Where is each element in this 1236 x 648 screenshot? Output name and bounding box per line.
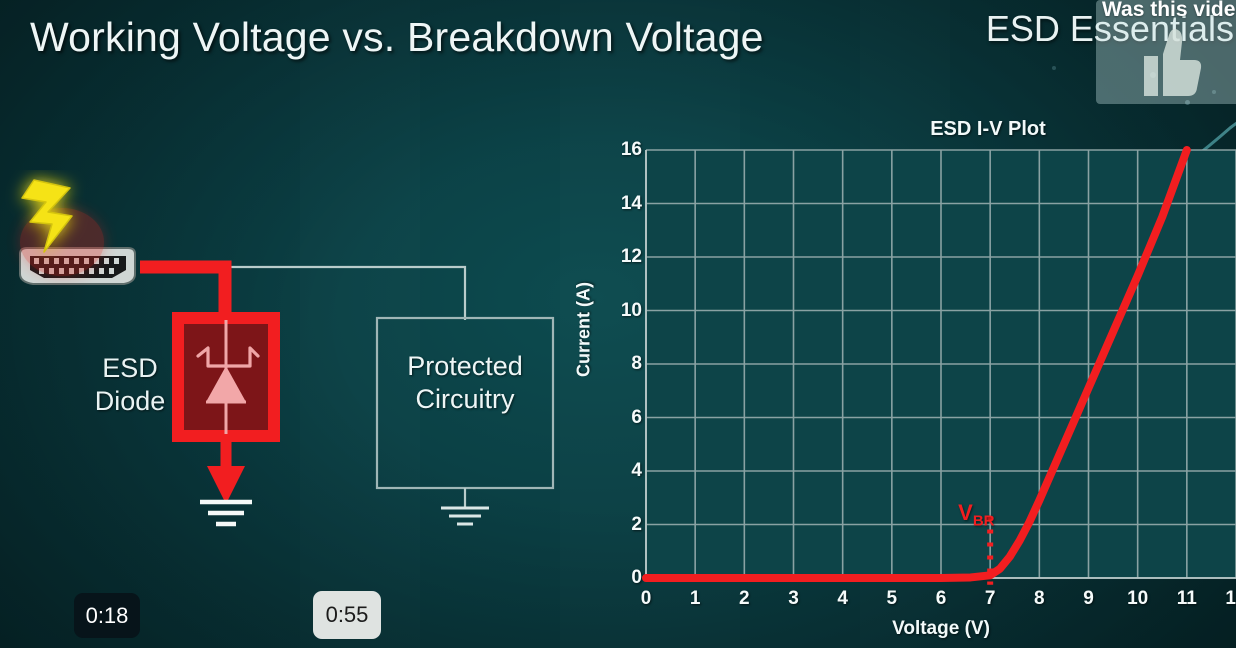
- protected-circuitry-label-line1: Protected: [407, 351, 523, 381]
- x-tick-label: 11: [1176, 588, 1197, 609]
- total-time-badge[interactable]: 0:55: [313, 591, 381, 639]
- x-tick-label: 12: [1225, 588, 1236, 609]
- protected-circuitry-label-line2: Circuitry: [415, 383, 515, 414]
- protected-circuitry-label: Protected Circuitry: [380, 350, 550, 416]
- iv-curve: [642, 146, 1191, 582]
- vbr-annotation-subscript: BR: [972, 512, 995, 530]
- protected-circuitry-box: [375, 316, 555, 526]
- esd-current-path: [140, 260, 232, 320]
- esd-diode-label-line2: Diode: [94, 385, 166, 416]
- x-tick-label: 9: [1083, 588, 1094, 609]
- chart-title: ESD I-V Plot: [930, 118, 1046, 140]
- y-tick-label: 10: [620, 299, 642, 321]
- x-tick-label: 3: [788, 588, 799, 609]
- x-axis-label: Voltage (V): [892, 618, 990, 639]
- x-tick-label: 6: [935, 588, 947, 609]
- x-tick-label: 8: [1034, 588, 1045, 609]
- y-tick-label: 4: [631, 460, 642, 481]
- esd-iv-chart: ESD I-V Plot Current (A) Voltage (V) 16 1…: [560, 104, 1236, 648]
- x-tick-label: 0: [640, 588, 652, 609]
- gridlines: [645, 149, 1236, 579]
- x-tick-label: 10: [1127, 588, 1149, 609]
- feedback-overlay[interactable]: Was this video: [1096, 0, 1236, 104]
- y-tick-label: 6: [631, 406, 642, 428]
- esd-diode-label-line1: ESD: [102, 353, 158, 383]
- vbr-annotation-label: VBR: [958, 500, 994, 529]
- x-tick-label: 7: [984, 588, 996, 609]
- x-tick-label: 4: [837, 588, 848, 609]
- current-time-badge[interactable]: 0:18: [74, 593, 140, 638]
- x-tick-label: 5: [886, 588, 898, 609]
- y-axis-ticks: 16 14 12 10 8 6 4 2 0: [590, 104, 642, 648]
- vbr-annotation-text: V: [958, 500, 973, 526]
- circuit-diagram: [19, 179, 555, 527]
- y-tick-label: 16: [620, 139, 642, 160]
- brand-title: ESD Essentials: [985, 8, 1234, 49]
- x-tick-label: 2: [739, 588, 750, 609]
- x-tick-label: 1: [689, 588, 701, 609]
- y-tick-label: 14: [620, 192, 642, 214]
- y-tick-label: 0: [631, 567, 642, 588]
- signal-wire: [225, 265, 467, 320]
- plot-area: [642, 146, 1236, 585]
- esd-strike-glow: [20, 208, 104, 276]
- bokeh-dot: [1052, 66, 1056, 70]
- feedback-prompt-text: Was this video: [1102, 0, 1236, 21]
- esd-ground-arrow: [200, 436, 252, 527]
- page-title: Working Voltage vs. Breakdown Voltage: [30, 14, 764, 60]
- y-tick-label: 2: [631, 513, 642, 535]
- y-tick-label: 8: [631, 353, 642, 374]
- thumbs-up-icon[interactable]: [1130, 26, 1206, 100]
- lightning-bolt-icon: [21, 179, 73, 253]
- esd-diode-label: ESD Diode: [88, 352, 172, 418]
- esd-diode-symbol: [172, 312, 280, 442]
- y-tick-label: 12: [620, 246, 642, 267]
